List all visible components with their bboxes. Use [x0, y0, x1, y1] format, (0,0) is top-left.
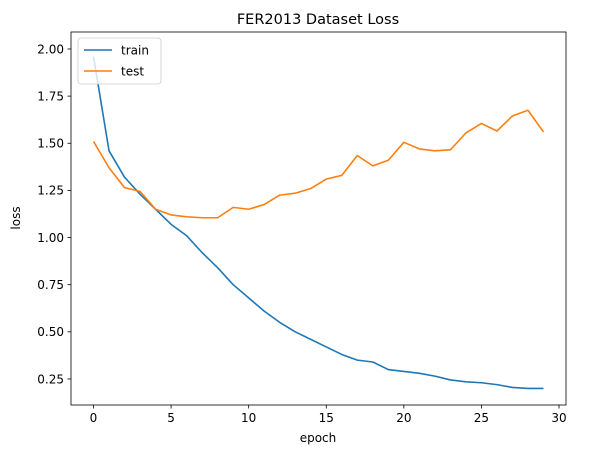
plot-frame	[70, 31, 567, 406]
y-axis-ticks: 0.25 0.50 0.75 1.00 1.25 1.50 1.75 2.00	[37, 42, 71, 386]
y-tick-label: 0.25	[37, 372, 64, 386]
x-axis-label: epoch	[300, 431, 337, 445]
x-tick-label: 15	[319, 411, 334, 425]
y-tick-label: 0.50	[37, 325, 64, 339]
plot-area	[70, 31, 567, 406]
y-tick-label: 1.25	[37, 184, 64, 198]
series-line-train	[92, 56, 544, 390]
y-tick-label: 1.00	[37, 231, 64, 245]
y-axis-label: loss	[9, 206, 23, 229]
legend-label-train: train	[121, 43, 149, 57]
y-tick-label: 0.75	[37, 278, 64, 292]
y-tick-label: 1.50	[37, 137, 64, 151]
x-tick-label: 10	[241, 411, 256, 425]
y-tick-label: 1.75	[37, 89, 64, 103]
series-lines	[92, 56, 545, 390]
x-tick-label: 30	[551, 411, 566, 425]
legend: train test	[77, 37, 162, 85]
x-tick-label: 25	[474, 411, 489, 425]
x-tick-label: 5	[167, 411, 175, 425]
chart-title: FER2013 Dataset Loss	[237, 12, 399, 28]
series-line-test	[92, 109, 545, 219]
x-tick-label: 0	[90, 411, 98, 425]
legend-label-test: test	[121, 64, 144, 78]
x-tick-label: 20	[396, 411, 411, 425]
x-axis-ticks: 0 5 10 15 20 25 30	[90, 405, 567, 425]
y-tick-label: 2.00	[37, 42, 64, 56]
